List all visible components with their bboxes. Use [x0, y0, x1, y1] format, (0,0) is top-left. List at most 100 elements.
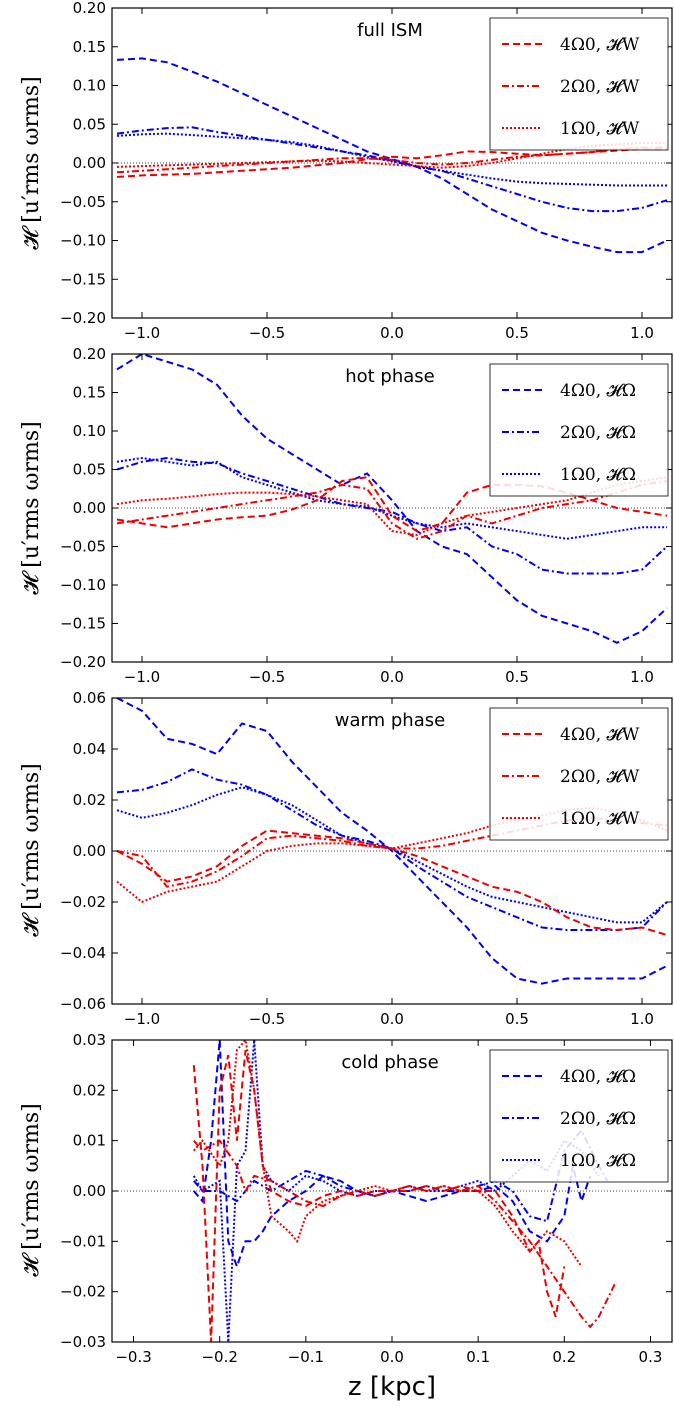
x-tick-label: 0.5	[505, 324, 529, 342]
legend: 4Ω0, 𝓗Ω 2Ω0, 𝓗Ω 1Ω0, 𝓗Ω	[489, 1049, 669, 1183]
ylabel-panel-3: 𝓗 [u′rms ωrms]	[19, 763, 44, 936]
panel-title: warm phase	[335, 710, 445, 731]
panel-title: hot phase	[345, 366, 435, 387]
y-tick-label: −0.10	[60, 576, 106, 594]
y-tick-label: 0.00	[73, 154, 106, 172]
y-tick-label: 0.00	[73, 842, 106, 860]
y-tick-label: −0.15	[60, 270, 106, 288]
series-line-red-dashdot	[193, 1139, 617, 1329]
y-tick-label: −0.01	[60, 1232, 106, 1250]
y-tick-label: −0.06	[60, 995, 106, 1013]
x-tick-label: −1.0	[124, 1010, 160, 1028]
y-tick-label: −0.05	[60, 193, 106, 211]
y-tick-label: 0.01	[73, 1132, 106, 1150]
x-tick-label: −1.0	[124, 324, 160, 342]
legend: 4Ω0, 𝓗W 2Ω0, 𝓗W 1Ω0, 𝓗W	[489, 17, 669, 151]
legend-label: 2Ω0, 𝓗Ω	[560, 423, 636, 443]
x-tick-label: −1.0	[124, 668, 160, 686]
y-tick-label: 0.03	[73, 1031, 106, 1049]
y-tick-label: 0.02	[73, 1081, 106, 1099]
series-line-red-dotted	[193, 1040, 583, 1268]
y-tick-label: 0.05	[73, 115, 106, 133]
chart-panel-1: −1.0 −0.5 0.0 0.5 1.0 −0.20 −0.15 −0.10 −0.05 0.0…	[60, 0, 673, 342]
series-line-blue-dashed	[116, 57, 668, 254]
ylabel-panel-1: 𝓗 [u′rms ωrms]	[19, 76, 44, 249]
y-tick-label: −0.02	[60, 893, 106, 911]
x-tick-label: 0.0	[380, 668, 404, 686]
legend: 4Ω0, 𝓗W 2Ω0, 𝓗W 1Ω0, 𝓗W	[489, 707, 669, 841]
y-tick-label: 0.15	[73, 38, 106, 56]
series-line-red-dotted	[116, 476, 668, 537]
chart-panel-4: −0.3 −0.2 −0.1 0.0 0.1 0.2 0.3 −0.03 −0.02 −0.01 0…	[60, 1031, 673, 1366]
y-tick-label: −0.20	[60, 309, 106, 327]
legend-label: 2Ω0, 𝓗W	[560, 77, 640, 97]
legend-label: 2Ω0, 𝓗Ω	[560, 1109, 636, 1129]
series-line-blue-dotted	[116, 132, 667, 187]
y-tick-label: 0.10	[73, 77, 106, 95]
legend-label: 4Ω0, 𝓗Ω	[560, 1067, 636, 1087]
legend-label: 1Ω0, 𝓗Ω	[560, 1151, 636, 1171]
x-tick-label: −0.1	[288, 1348, 324, 1366]
x-tick-label: −0.5	[249, 1010, 285, 1028]
legend-label: 4Ω0, 𝓗W	[560, 35, 640, 55]
series-line-red-dashdot	[116, 480, 668, 540]
series-line-blue-dashed	[193, 1040, 592, 1270]
ylabel-panel-4: 𝓗 [u′rms ωrms]	[19, 1103, 44, 1276]
y-tick-label: 0.10	[73, 422, 106, 440]
x-tick-label: −0.5	[249, 668, 285, 686]
x-tick-label: 0.0	[380, 1348, 404, 1366]
x-tick-label: −0.2	[201, 1348, 237, 1366]
x-tick-label: −0.3	[115, 1348, 151, 1366]
y-tick-label: −0.03	[60, 1333, 106, 1351]
y-tick-label: 0.02	[73, 791, 106, 809]
y-tick-label: −0.10	[60, 232, 106, 250]
y-tick-label: 0.04	[73, 740, 106, 758]
y-tick-label: −0.05	[60, 538, 106, 556]
legend-label: 1Ω0, 𝓗Ω	[560, 465, 636, 485]
y-tick-label: 0.00	[73, 499, 106, 517]
chart-panel-3: −1.0 −0.5 0.0 0.5 1.0 −0.06 −0.04 −0.02 0.00 0.02…	[60, 689, 673, 1028]
ylabel-panel-2: 𝓗 [u′rms ωrms]	[19, 421, 44, 594]
y-tick-label: −0.20	[60, 653, 106, 671]
legend-label: 4Ω0, 𝓗Ω	[560, 381, 636, 401]
legend: 4Ω0, 𝓗Ω 2Ω0, 𝓗Ω 1Ω0, 𝓗Ω	[489, 363, 669, 497]
x-tick-label: 0.3	[639, 1348, 663, 1366]
chart-panel-2: −1.0 −0.5 0.0 0.5 1.0 −0.20 −0.15 −0.10 −0.05 0.0…	[60, 345, 673, 686]
series-line-blue-dashed	[116, 698, 668, 985]
series-line-blue-dotted	[116, 456, 667, 540]
x-tick-label: 0.5	[505, 668, 529, 686]
series-line-red-dashed	[116, 829, 668, 937]
x-tick-label: 0.5	[505, 1010, 529, 1028]
y-tick-label: −0.02	[60, 1283, 106, 1301]
x-tick-label: 1.0	[630, 324, 654, 342]
series-line-red-dashdot	[116, 146, 667, 174]
y-tick-label: −0.04	[60, 944, 106, 962]
x-tick-label: 0.2	[552, 1348, 576, 1366]
y-tick-label: 0.06	[73, 689, 106, 707]
x-tick-label: 0.0	[380, 324, 404, 342]
legend-label: 1Ω0, 𝓗W	[560, 119, 640, 139]
legend-label: 4Ω0, 𝓗W	[560, 725, 640, 745]
series-group	[116, 698, 668, 985]
panel-title: full ISM	[357, 20, 423, 41]
xlabel: z [kpc]	[348, 1372, 436, 1402]
series-line-red-dotted	[116, 806, 668, 904]
y-tick-label: 0.05	[73, 461, 106, 479]
x-tick-label: 0.1	[466, 1348, 490, 1366]
series-line-red-dashed	[116, 148, 667, 178]
y-tick-label: −0.15	[60, 615, 106, 633]
y-tick-label: 0.15	[73, 384, 106, 402]
series-line-blue-dashdot	[116, 126, 668, 213]
x-tick-label: 1.0	[630, 1010, 654, 1028]
y-tick-label: 0.20	[73, 0, 106, 17]
legend-label: 2Ω0, 𝓗W	[560, 767, 640, 787]
x-tick-label: 0.0	[380, 1010, 404, 1028]
x-tick-label: −0.5	[249, 324, 285, 342]
y-tick-label: 0.00	[73, 1182, 106, 1200]
series-line-red-dashdot	[116, 816, 668, 888]
series-line-blue-dashed	[116, 354, 668, 644]
series-line-red-dashed	[192, 1049, 566, 1342]
panel-title: cold phase	[341, 1052, 438, 1073]
x-tick-label: 1.0	[630, 668, 654, 686]
